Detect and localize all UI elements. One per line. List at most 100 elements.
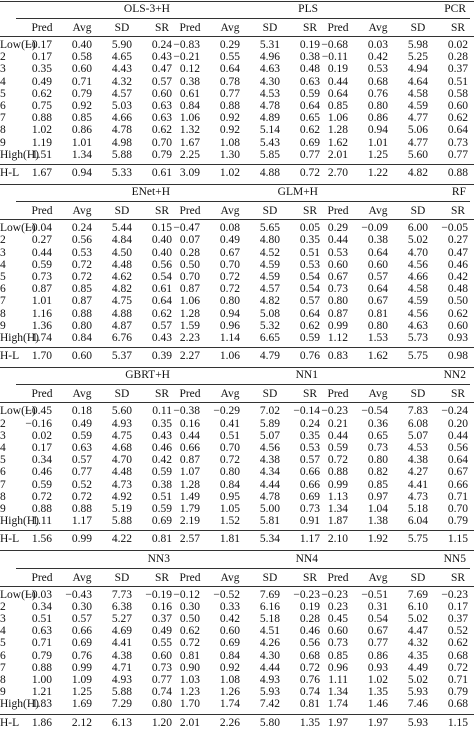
cell: 0.99 — [71, 661, 92, 674]
cell: 0.66 — [299, 478, 320, 491]
row-label: 8 — [0, 124, 6, 137]
cell: 4.59 — [259, 258, 280, 271]
cell: 0.94 — [71, 167, 92, 179]
cell: 4.47 — [407, 625, 428, 638]
cell: 0.81 — [367, 307, 388, 320]
rule — [0, 347, 474, 349]
cell: 4.34 — [259, 466, 280, 479]
cell: 0.66 — [71, 625, 92, 638]
cell: 6.10 — [407, 600, 428, 613]
column-header: Pred — [327, 205, 349, 218]
rule — [0, 0, 474, 2]
cell: 5.44 — [111, 222, 132, 235]
cell: 0.95 — [219, 490, 240, 503]
cell: 0.63 — [31, 625, 52, 638]
group-rule — [164, 18, 322, 19]
cell: 0.70 — [447, 503, 468, 515]
cell: 0.68 — [299, 649, 320, 662]
column-header: SR — [154, 571, 170, 584]
cell: 4.30 — [259, 75, 280, 88]
cell: 0.57 — [71, 613, 92, 625]
cell: 0.88 — [219, 100, 240, 112]
cell: 1.13 — [327, 490, 348, 503]
cell: 5.98 — [407, 39, 428, 51]
cell: −0.24 — [441, 405, 468, 418]
cell: 4.82 — [259, 295, 280, 308]
row-label: 3 — [0, 613, 6, 625]
cell: 4.80 — [259, 234, 280, 247]
row-label: 3 — [0, 63, 6, 76]
cell: −0.47 — [173, 222, 200, 235]
model-name: PCR — [444, 3, 466, 15]
cell: 0.77 — [447, 148, 468, 161]
cell: 0.49 — [151, 625, 172, 638]
cell: 4.63 — [259, 63, 280, 76]
cell: 0.18 — [71, 405, 92, 418]
column-header: SD — [410, 22, 426, 34]
row-label: 9 — [0, 503, 6, 515]
cell: 0.73 — [327, 283, 348, 296]
cell: 5.88 — [111, 686, 132, 699]
cell: 4.70 — [111, 454, 132, 467]
rule — [0, 713, 474, 715]
cell: 0.97 — [367, 490, 388, 503]
cell: 0.88 — [71, 307, 92, 320]
group-rule — [16, 18, 174, 19]
cell: 4.41 — [407, 478, 428, 491]
cell: 1.38 — [367, 515, 388, 528]
cell: 0.65 — [299, 112, 320, 125]
cell: 0.72 — [179, 637, 200, 650]
cell: 4.53 — [259, 87, 280, 100]
cell: 1.11 — [328, 674, 348, 686]
cell: −0.11 — [321, 51, 348, 64]
cell: 0.64 — [219, 63, 240, 76]
row-label: H-L — [0, 716, 20, 729]
cell: 1.05 — [219, 503, 240, 515]
cell: 1.30 — [219, 148, 240, 161]
cell: 5.02 — [407, 613, 428, 625]
cell: 1.02 — [219, 167, 240, 179]
row-label: 4 — [0, 75, 6, 88]
cell: 0.16 — [179, 417, 200, 430]
cell: 0.42 — [367, 51, 388, 64]
cell: 1.97 — [367, 716, 388, 729]
row-label: High(H) — [0, 698, 39, 711]
rule — [0, 164, 474, 165]
cell: 4.49 — [407, 661, 428, 674]
cell: 1.32 — [179, 124, 200, 137]
cell: 0.88 — [31, 112, 52, 125]
cell: 5.00 — [259, 503, 280, 515]
row-label: 4 — [0, 442, 6, 454]
model-name: OLS-3+H — [123, 3, 170, 15]
cell: 0.43 — [151, 51, 172, 64]
cell: 0.21 — [327, 417, 348, 430]
cell: 0.74 — [299, 686, 320, 699]
cell: 0.60 — [327, 258, 348, 271]
cell: 4.77 — [407, 112, 428, 125]
cell: 0.87 — [179, 454, 200, 467]
row-label: 5 — [0, 637, 6, 650]
row-label: 7 — [0, 112, 6, 125]
cell: 1.08 — [219, 674, 240, 686]
cell: 0.61 — [151, 283, 172, 296]
group-rule — [164, 567, 322, 569]
cell: 0.47 — [447, 246, 468, 259]
cell: 4.73 — [407, 490, 428, 503]
cell: 1.35 — [299, 716, 320, 729]
cell: 0.56 — [447, 442, 468, 454]
column-header: SR — [302, 22, 318, 34]
cell: 0.71 — [447, 674, 468, 686]
cell: 0.53 — [367, 63, 388, 76]
group-rule — [312, 18, 470, 19]
cell: 1.25 — [71, 686, 92, 699]
cell: 0.57 — [367, 271, 388, 283]
cell: 7.69 — [259, 588, 280, 601]
cell: 0.67 — [219, 246, 240, 259]
row-label: Low(L) — [0, 588, 36, 601]
cell: 0.55 — [151, 637, 172, 650]
cell: 4.93 — [259, 674, 280, 686]
cell: 0.53 — [71, 246, 92, 259]
cell: 4.59 — [407, 295, 428, 308]
model-name: ENet+H — [131, 186, 170, 199]
